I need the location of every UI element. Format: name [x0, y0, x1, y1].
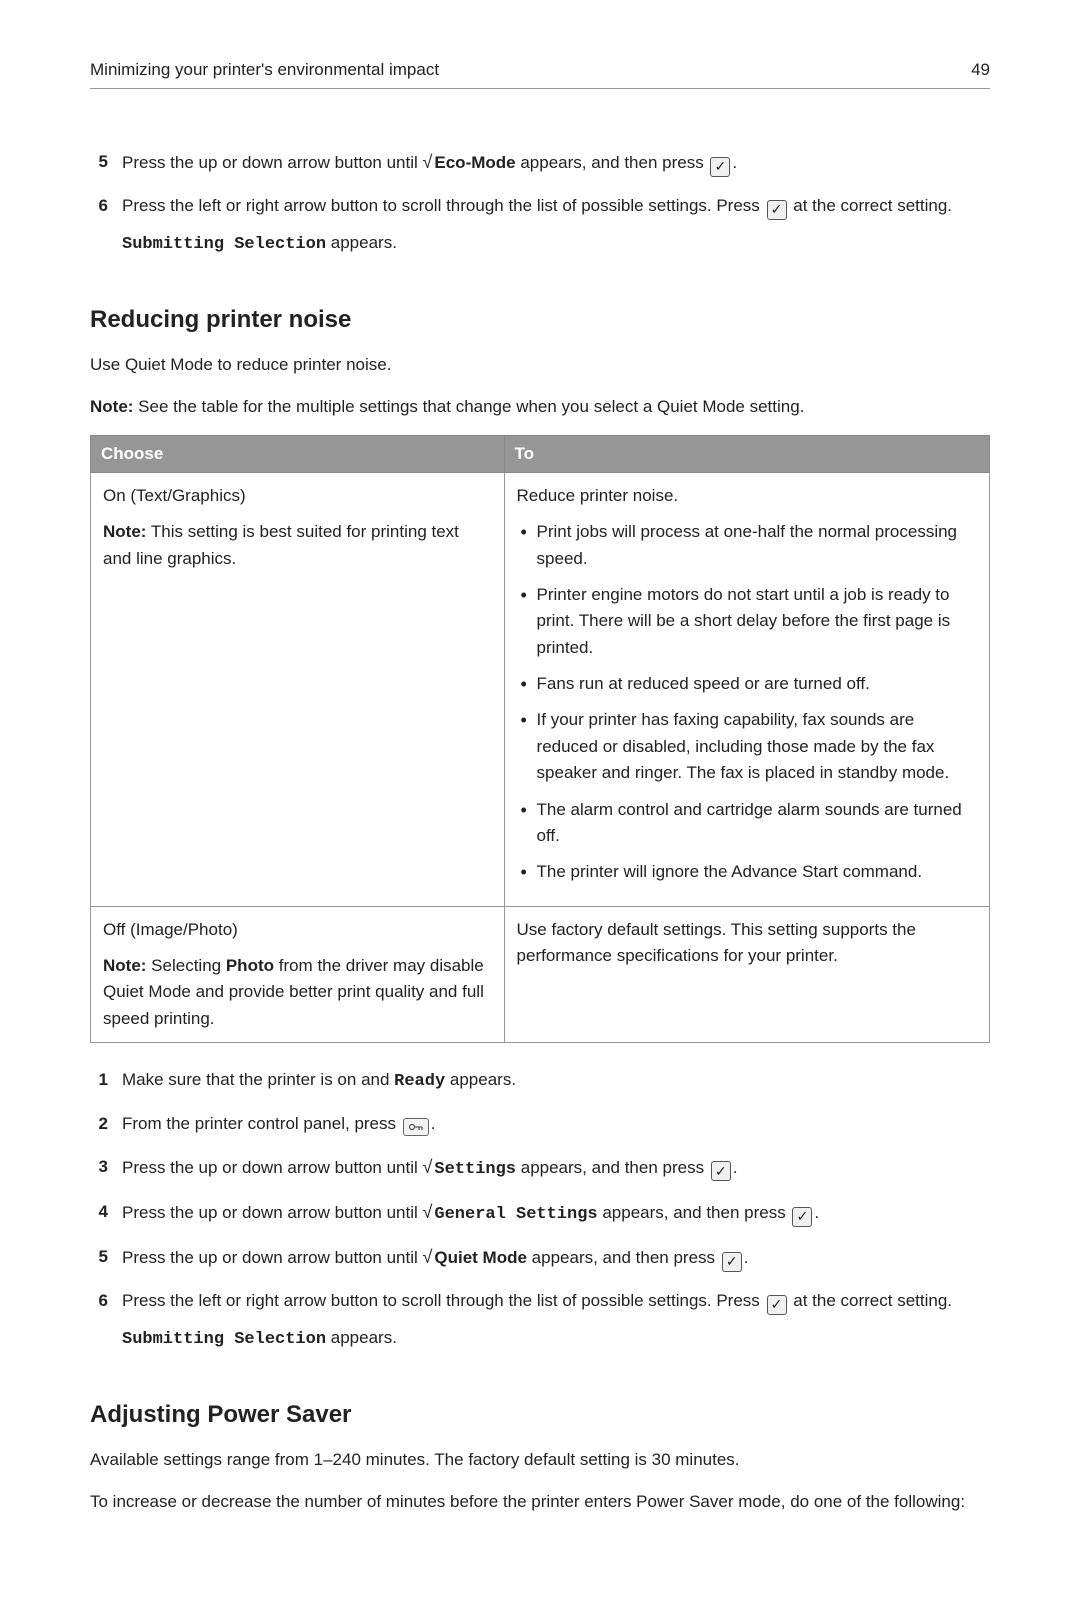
quiet-mode-table: Choose To On (Text/Graphics) Note: This … — [90, 435, 990, 1043]
step-item: 5 Press the up or down arrow button until… — [90, 1244, 990, 1272]
step-item: 6Press the left or right arrow button to… — [90, 1288, 990, 1353]
step-number: 1 — [90, 1067, 108, 1095]
to-lead: Use factory default settings. This setti… — [517, 920, 916, 965]
section-heading-power: Adjusting Power Saver — [90, 1401, 990, 1429]
ok-button-icon: ✓ — [722, 1252, 742, 1272]
step-body: Press the up or down arrow button until … — [122, 1244, 990, 1272]
checkmark-prefix-icon: √ — [423, 1157, 435, 1177]
noise-intro: Use Quiet Mode to reduce printer noise. — [90, 352, 990, 378]
to-lead: Reduce printer noise. — [517, 483, 977, 509]
power-p2: To increase or decrease the number of mi… — [90, 1489, 990, 1515]
choose-note: This setting is best suited for printing… — [103, 522, 459, 567]
cell-to-off: Use factory default settings. This setti… — [504, 906, 989, 1042]
bullet-item: If your printer has faxing capability, f… — [517, 707, 977, 786]
choose-note-bold: Photo — [226, 956, 274, 975]
table-row: On (Text/Graphics) Note: This setting is… — [91, 473, 990, 906]
menu-key-icon — [403, 1118, 429, 1136]
ok-button-icon: ✓ — [711, 1161, 731, 1181]
ok-button-icon: ✓ — [710, 157, 730, 177]
step-item: 2 From the printer control panel, press . — [90, 1111, 990, 1137]
choose-note-label: Note: — [103, 522, 146, 541]
page-header: Minimizing your printer's environmental … — [90, 60, 990, 89]
power-p1: Available settings range from 1–240 minu… — [90, 1447, 990, 1473]
cell-to-on: Reduce printer noise. Print jobs will pr… — [504, 473, 989, 906]
steps-top-list: 5 Press the up or down arrow button until… — [90, 149, 990, 258]
bullet-item: Print jobs will process at one-half the … — [517, 519, 977, 572]
bullet-item: The printer will ignore the Advance Star… — [517, 859, 977, 885]
checkmark-prefix-icon: √ — [423, 1202, 435, 1222]
ok-button-icon: ✓ — [767, 200, 787, 220]
header-title: Minimizing your printer's environmental … — [90, 60, 439, 80]
ok-button-icon: ✓ — [792, 1207, 812, 1227]
steps-after-list: 1 Make sure that the printer is on and Re… — [90, 1067, 990, 1353]
table-header-to: To — [504, 436, 989, 473]
step-body: From the printer control panel, press . — [122, 1111, 990, 1137]
section-heading-noise: Reducing printer noise — [90, 306, 990, 334]
noise-note: Note: See the table for the multiple set… — [90, 394, 990, 420]
step-number: 5 — [90, 149, 108, 177]
step-body: Press the up or down arrow button until … — [122, 1154, 990, 1183]
step-item: 3 Press the up or down arrow button until… — [90, 1154, 990, 1183]
checkmark-prefix-icon: √ — [423, 1247, 435, 1267]
checkmark-prefix-icon: √ — [423, 152, 435, 172]
step-item: 5 Press the up or down arrow button until… — [90, 149, 990, 177]
bullet-item: The alarm control and cartridge alarm so… — [517, 797, 977, 850]
step-body: Press the up or down arrow button until … — [122, 149, 990, 177]
bullet-item: Fans run at reduced speed or are turned … — [517, 671, 977, 697]
cell-choose-off: Off (Image/Photo) Note: Selecting Photo … — [91, 906, 505, 1042]
noise-note-text: See the table for the multiple settings … — [133, 397, 804, 416]
table-header-choose: Choose — [91, 436, 505, 473]
step-number: 4 — [90, 1199, 108, 1228]
noise-note-label: Note: — [90, 397, 133, 416]
choose-note-label: Note: — [103, 956, 146, 975]
step-body: Press the left or right arrow button to … — [122, 1288, 990, 1353]
step-body: Make sure that the printer is on and Rea… — [122, 1067, 990, 1095]
cell-choose-on: On (Text/Graphics) Note: This setting is… — [91, 473, 505, 906]
step-subline: Submitting Selection appears. — [122, 230, 990, 258]
step-number: 6 — [90, 1288, 108, 1353]
step-number: 6 — [90, 193, 108, 258]
to-bullet-list: Print jobs will process at one-half the … — [517, 519, 977, 885]
step-subline: Submitting Selection appears. — [122, 1325, 990, 1353]
bullet-item: Printer engine motors do not start until… — [517, 582, 977, 661]
table-row: Off (Image/Photo) Note: Selecting Photo … — [91, 906, 990, 1042]
header-page-number: 49 — [971, 60, 990, 80]
step-item: 6Press the left or right arrow button to… — [90, 193, 990, 258]
step-item: 1 Make sure that the printer is on and Re… — [90, 1067, 990, 1095]
step-body: Press the left or right arrow button to … — [122, 193, 990, 258]
ok-button-icon: ✓ — [767, 1295, 787, 1315]
choose-title: Off (Image/Photo) — [103, 917, 492, 943]
step-body: Press the up or down arrow button until … — [122, 1199, 990, 1228]
step-number: 3 — [90, 1154, 108, 1183]
choose-title: On (Text/Graphics) — [103, 483, 492, 509]
step-number: 2 — [90, 1111, 108, 1137]
step-item: 4 Press the up or down arrow button until… — [90, 1199, 990, 1228]
step-number: 5 — [90, 1244, 108, 1272]
